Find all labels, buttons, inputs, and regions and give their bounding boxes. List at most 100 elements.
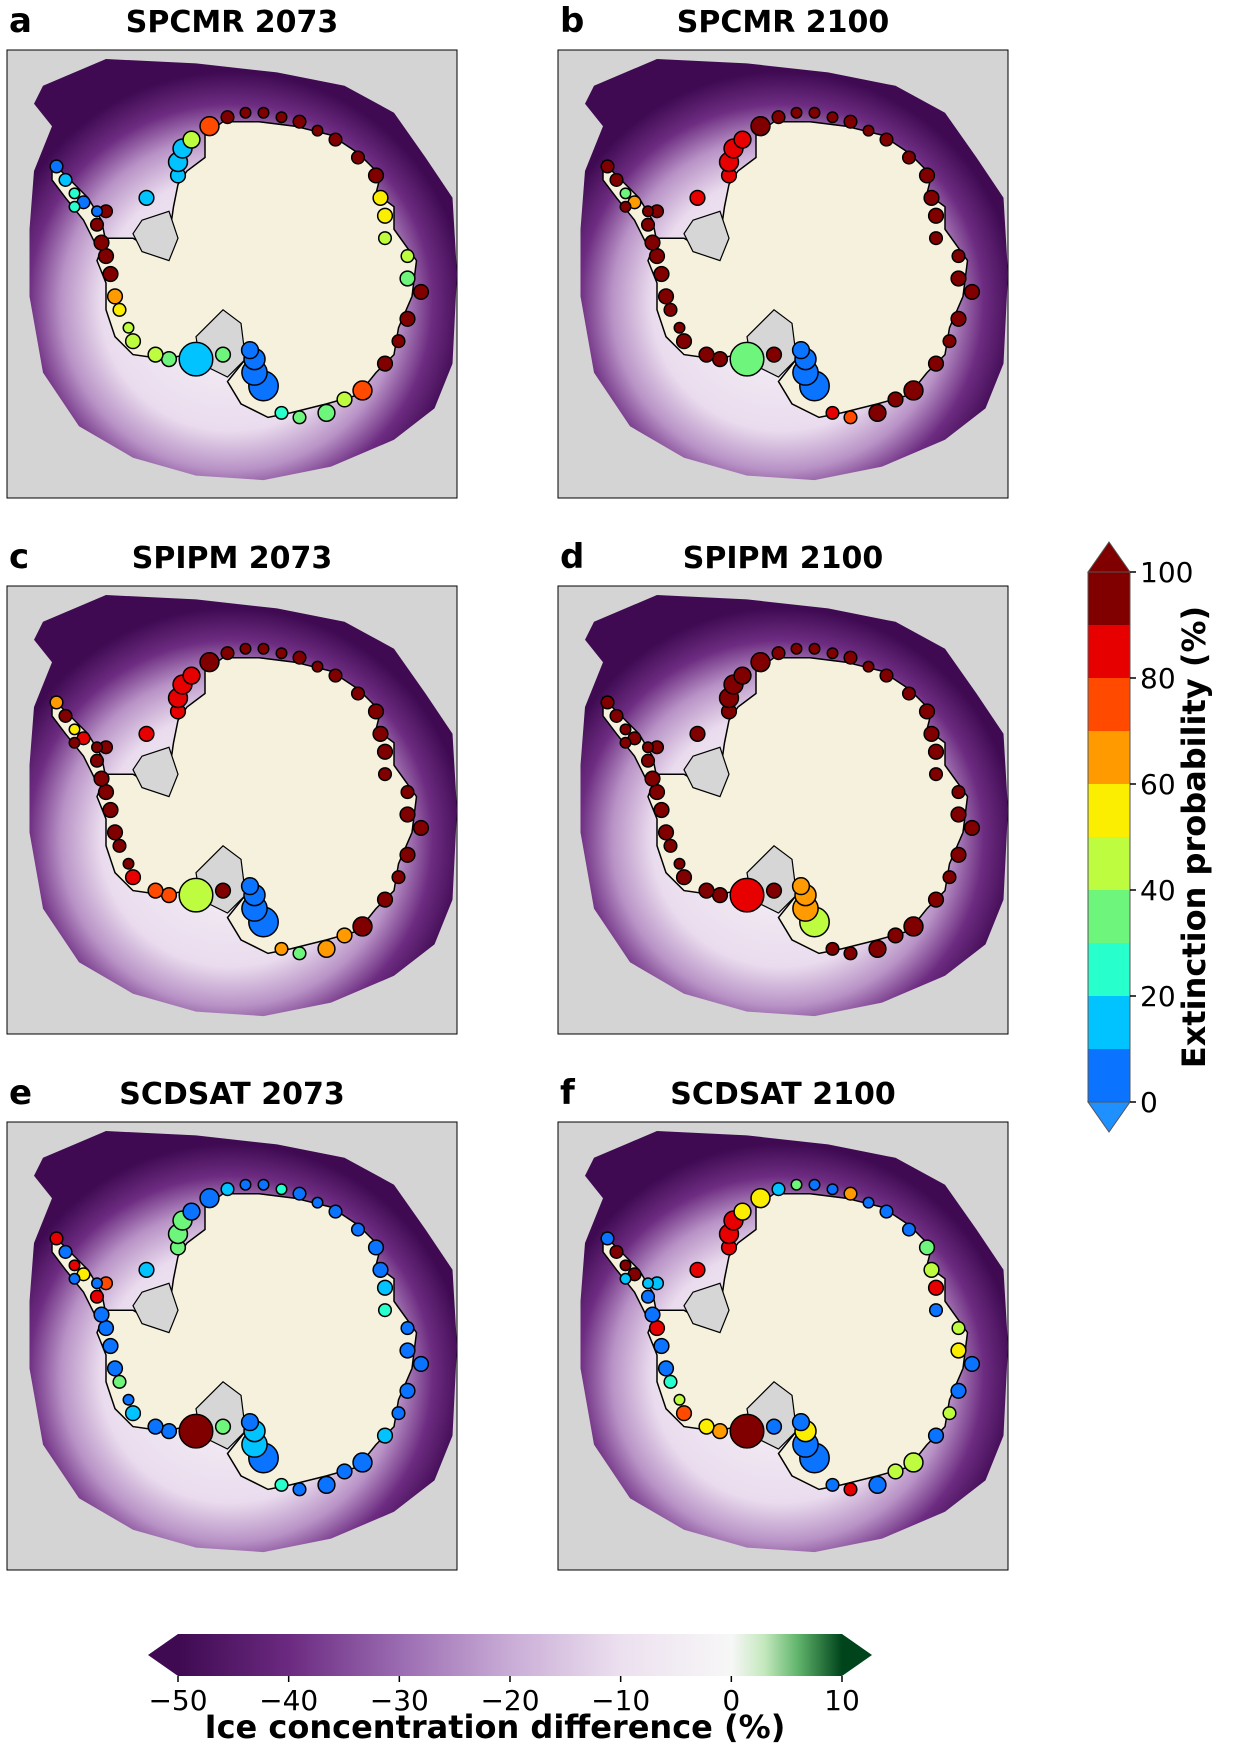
colony-marker <box>619 723 632 736</box>
colony-marker <box>102 801 119 819</box>
colony-marker <box>711 887 729 904</box>
colony-marker <box>292 114 307 129</box>
colony-marker <box>879 668 894 683</box>
colony-marker <box>292 1482 307 1497</box>
colony-marker <box>843 1186 858 1201</box>
colony-marker <box>729 877 765 913</box>
colony-marker <box>311 660 324 673</box>
ronne-ice-shelf <box>683 1282 730 1334</box>
extinction-bar-frame <box>1087 571 1131 1103</box>
colony-marker <box>644 770 661 787</box>
colony-marker <box>240 1413 260 1432</box>
colony-marker <box>240 341 260 360</box>
colony-marker <box>928 767 944 782</box>
colony-marker <box>89 1289 105 1304</box>
colony-marker <box>689 1261 706 1278</box>
panel-title: SCDSAT 2100 <box>670 1077 895 1112</box>
colony-marker <box>97 1319 115 1337</box>
colony-marker <box>843 114 858 129</box>
colony-marker <box>642 1277 654 1290</box>
colony-marker <box>317 939 336 959</box>
colony-marker <box>642 741 654 754</box>
colony-marker <box>138 725 155 742</box>
colony-marker <box>138 1261 155 1278</box>
colony-marker <box>275 647 288 660</box>
colony-marker <box>950 806 967 823</box>
colony-marker <box>367 1239 385 1256</box>
colony-marker <box>790 642 803 655</box>
colony-marker <box>791 341 811 360</box>
colony-marker <box>673 857 686 870</box>
colony-marker <box>826 111 839 124</box>
colony-marker <box>160 1423 178 1440</box>
colony-marker <box>220 646 235 661</box>
colony-marker <box>49 159 64 174</box>
colony-marker <box>106 1360 124 1377</box>
colony-marker <box>887 1463 904 1480</box>
colony-marker <box>352 916 373 937</box>
colony-marker <box>923 189 940 206</box>
colony-marker <box>391 1406 406 1421</box>
colony-marker <box>122 1393 135 1406</box>
colony-marker <box>239 1178 252 1191</box>
colony-marker <box>350 1222 366 1237</box>
ice-tick-label: −30 <box>370 1684 429 1717</box>
colony-marker <box>729 1413 765 1449</box>
colony-marker <box>399 1382 416 1399</box>
extinction-colorbar: 0 20 40 60 80 100 Extinction probability (%) <box>1087 541 1213 1133</box>
colony-marker <box>609 708 624 723</box>
colony-marker <box>619 187 632 200</box>
colony-marker <box>826 1183 839 1196</box>
colony-marker <box>928 1303 944 1318</box>
extinction-tick-label: 0 <box>1140 1086 1158 1119</box>
colony-marker <box>750 651 771 673</box>
colony-marker <box>199 1187 220 1209</box>
colony-marker <box>771 110 786 125</box>
colony-marker <box>808 1178 821 1191</box>
colony-marker <box>160 887 178 904</box>
ronne-ice-shelf <box>132 210 179 262</box>
colony-marker <box>391 870 406 885</box>
extinction-extend-max <box>1087 541 1131 573</box>
colony-marker <box>58 708 73 723</box>
colony-marker <box>412 283 430 301</box>
panel-letter: e <box>9 1073 32 1113</box>
colony-marker <box>657 288 675 305</box>
extinction-bin <box>1088 943 1130 996</box>
colony-marker <box>675 869 693 886</box>
colony-marker <box>619 1272 632 1285</box>
extinction-tick-label: 100 <box>1140 556 1193 589</box>
colony-marker <box>689 725 706 742</box>
colony-marker <box>160 351 178 368</box>
colony-marker <box>376 1427 394 1444</box>
panel-e: e SCDSAT 2073 <box>6 1073 458 1571</box>
extinction-colorbar-label: Extinction probability (%) <box>1175 606 1213 1068</box>
colony-marker <box>879 1204 894 1219</box>
extinction-bin <box>1088 678 1130 731</box>
colony-marker <box>927 207 945 224</box>
colony-marker <box>950 1382 967 1399</box>
colony-marker <box>93 234 110 251</box>
panel-title: SPCMR 2073 <box>126 5 339 40</box>
colony-marker <box>733 666 752 685</box>
colony-marker <box>376 207 394 224</box>
colony-marker <box>199 115 220 137</box>
panel-letter: a <box>9 1 32 41</box>
colony-marker <box>765 1418 783 1435</box>
colony-marker <box>963 283 981 301</box>
colony-marker <box>328 132 343 147</box>
colony-marker <box>963 819 981 837</box>
colony-marker <box>879 132 894 147</box>
colony-marker <box>275 111 288 124</box>
colony-marker <box>942 1406 957 1421</box>
ronne-ice-shelf <box>683 210 730 262</box>
colony-marker <box>609 172 624 187</box>
colony-marker <box>951 785 966 800</box>
colony-marker <box>68 1272 81 1285</box>
extinction-bin <box>1088 731 1130 784</box>
colony-marker <box>317 1475 336 1495</box>
colony-marker <box>663 302 678 317</box>
ice-tick-label: −20 <box>480 1684 539 1717</box>
ronne-ice-shelf <box>132 746 179 798</box>
colony-marker <box>182 130 201 149</box>
